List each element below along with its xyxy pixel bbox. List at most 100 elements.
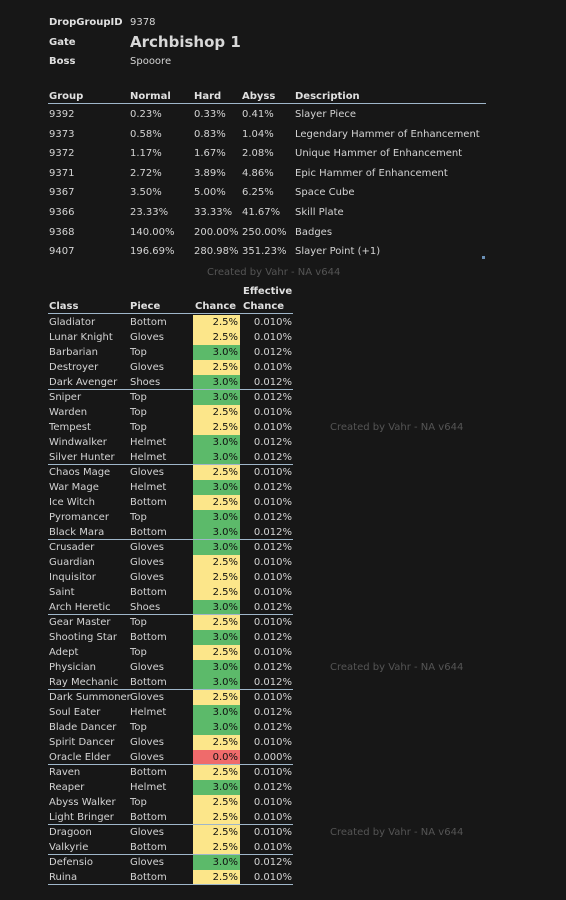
effective-chance: 0.010% <box>253 422 292 433</box>
abyss-value: 2.08% <box>242 148 274 160</box>
effective-chance: 0.012% <box>253 512 292 523</box>
class-name: Reaper <box>49 782 85 793</box>
chance-cell: 3.0% <box>193 345 240 360</box>
hard-col-header: Hard <box>194 91 222 102</box>
chance-cell: 3.0% <box>193 540 240 555</box>
piece-name: Gloves <box>130 857 164 868</box>
chance-cell: 2.5% <box>193 570 240 585</box>
class-row: Dark Summoner Gloves 2.5% 0.010% <box>0 690 566 705</box>
chance-cell: 3.0% <box>193 435 240 450</box>
chance-cell: 2.5% <box>193 315 240 330</box>
class-row: Pyromancer Top 3.0% 0.012% <box>0 510 566 525</box>
piece-col-header: Piece <box>130 301 161 312</box>
class-row: Raven Bottom 2.5% 0.010% <box>0 765 566 780</box>
group-col-header: Group <box>49 91 84 102</box>
effective-chance: 0.010% <box>253 617 292 628</box>
effective-chance: 0.012% <box>253 857 292 868</box>
class-row: Ice Witch Bottom 2.5% 0.010% <box>0 495 566 510</box>
hard-value: 5.00% <box>194 187 226 199</box>
effective-chance: 0.012% <box>253 452 292 463</box>
chance-cell: 2.5% <box>193 825 240 840</box>
chance-cell: 2.5% <box>193 810 240 825</box>
group-row: 9368 140.00% 200.00% 250.00% Badges <box>0 225 566 240</box>
normal-value: 196.69% <box>130 246 175 258</box>
watermark-bottom: Created by Vahr - NA v644 <box>330 827 464 838</box>
class-name: Windwalker <box>49 437 107 448</box>
effective-chance: 0.010% <box>253 587 292 598</box>
chance-cell: 2.5% <box>193 765 240 780</box>
class-name: Sniper <box>49 392 82 403</box>
description: Slayer Point (+1) <box>295 246 381 258</box>
effective-chance: 0.010% <box>253 647 292 658</box>
effective-chance: 0.010% <box>253 767 292 778</box>
class-row: Silver Hunter Helmet 3.0% 0.012% <box>0 450 566 465</box>
piece-name: Top <box>130 422 147 433</box>
class-row: Ruina Bottom 2.5% 0.010% <box>0 870 566 885</box>
boss-value: Spooore <box>130 56 172 67</box>
normal-value: 2.72% <box>130 167 162 179</box>
class-row: Sniper Top 3.0% 0.012% <box>0 390 566 405</box>
group-id: 9368 <box>49 226 75 238</box>
abyss-value: 250.00% <box>242 226 287 238</box>
piece-name: Bottom <box>130 872 167 883</box>
normal-value: 0.23% <box>130 109 162 120</box>
effective-chance: 0.012% <box>253 782 292 793</box>
effective-chance: 0.010% <box>253 557 292 568</box>
class-name: Silver Hunter <box>49 452 115 463</box>
chance-cell: 2.5% <box>193 585 240 600</box>
class-name: Crusader <box>49 542 95 553</box>
gate-title: Archbishop 1 <box>130 33 241 51</box>
normal-col-header: Normal <box>130 91 171 102</box>
piece-name: Shoes <box>130 602 161 613</box>
abyss-value: 6.25% <box>242 187 274 199</box>
group-id: 9373 <box>49 128 75 140</box>
group-separator <box>48 824 293 825</box>
class-name: Lunar Knight <box>49 332 113 343</box>
group-separator <box>48 854 293 855</box>
piece-name: Top <box>130 647 147 658</box>
effective-chance: 0.012% <box>253 602 292 613</box>
chance-cell: 3.0% <box>193 600 240 615</box>
selection-handle[interactable] <box>482 256 485 259</box>
class-row: Reaper Helmet 3.0% 0.012% <box>0 780 566 795</box>
effective-chance: 0.012% <box>253 482 292 493</box>
class-row: Gladiator Bottom 2.5% 0.010% <box>0 315 566 330</box>
class-row: Adept Top 2.5% 0.010% <box>0 645 566 660</box>
class-row: Valkyrie Bottom 2.5% 0.010% <box>0 840 566 855</box>
piece-name: Gloves <box>130 467 164 478</box>
abyss-value: 351.23% <box>242 246 287 258</box>
class-row: Crusader Gloves 3.0% 0.012% <box>0 540 566 555</box>
class-name: Warden <box>49 407 88 418</box>
normal-value: 0.58% <box>130 128 162 140</box>
effective-chance: 0.010% <box>253 872 292 883</box>
chance-cell: 2.5% <box>193 330 240 345</box>
chance-cell: 2.5% <box>193 645 240 660</box>
effective-chance: 0.012% <box>253 392 292 403</box>
chance-cell: 3.0% <box>193 390 240 405</box>
piece-name: Helmet <box>130 437 167 448</box>
piece-name: Helmet <box>130 707 167 718</box>
class-name: Inquisitor <box>49 572 96 583</box>
class-name: Oracle Elder <box>49 752 111 763</box>
effective-chance: 0.010% <box>253 827 292 838</box>
effective-chance: 0.012% <box>253 542 292 553</box>
group-row: 9373 0.58% 0.83% 1.04% Legendary Hammer of E… <box>0 127 566 142</box>
description: Skill Plate <box>295 207 344 218</box>
effective-chance: 0.012% <box>253 707 292 718</box>
class-row: Dragoon Gloves 2.5% 0.010% <box>0 825 566 840</box>
class-name: Soul Eater <box>49 707 101 718</box>
chance-cell: 3.0% <box>193 705 240 720</box>
chance-cell: 2.5% <box>193 420 240 435</box>
piece-name: Top <box>130 512 147 523</box>
class-row: Saint Bottom 2.5% 0.010% <box>0 585 566 600</box>
effective-chance: 0.010% <box>253 797 292 808</box>
group-row: 9371 2.72% 3.89% 4.86% Epic Hammer of Enhanc… <box>0 166 566 181</box>
class-name: Shooting Star <box>49 632 117 643</box>
abyss-value: 41.67% <box>242 207 281 218</box>
chance-cell: 2.5% <box>193 795 240 810</box>
class-name: Gear Master <box>49 617 111 628</box>
chance-cell: 3.0% <box>193 630 240 645</box>
piece-name: Top <box>130 392 147 403</box>
chance-cell: 2.5% <box>193 495 240 510</box>
hard-value: 3.89% <box>194 167 226 179</box>
